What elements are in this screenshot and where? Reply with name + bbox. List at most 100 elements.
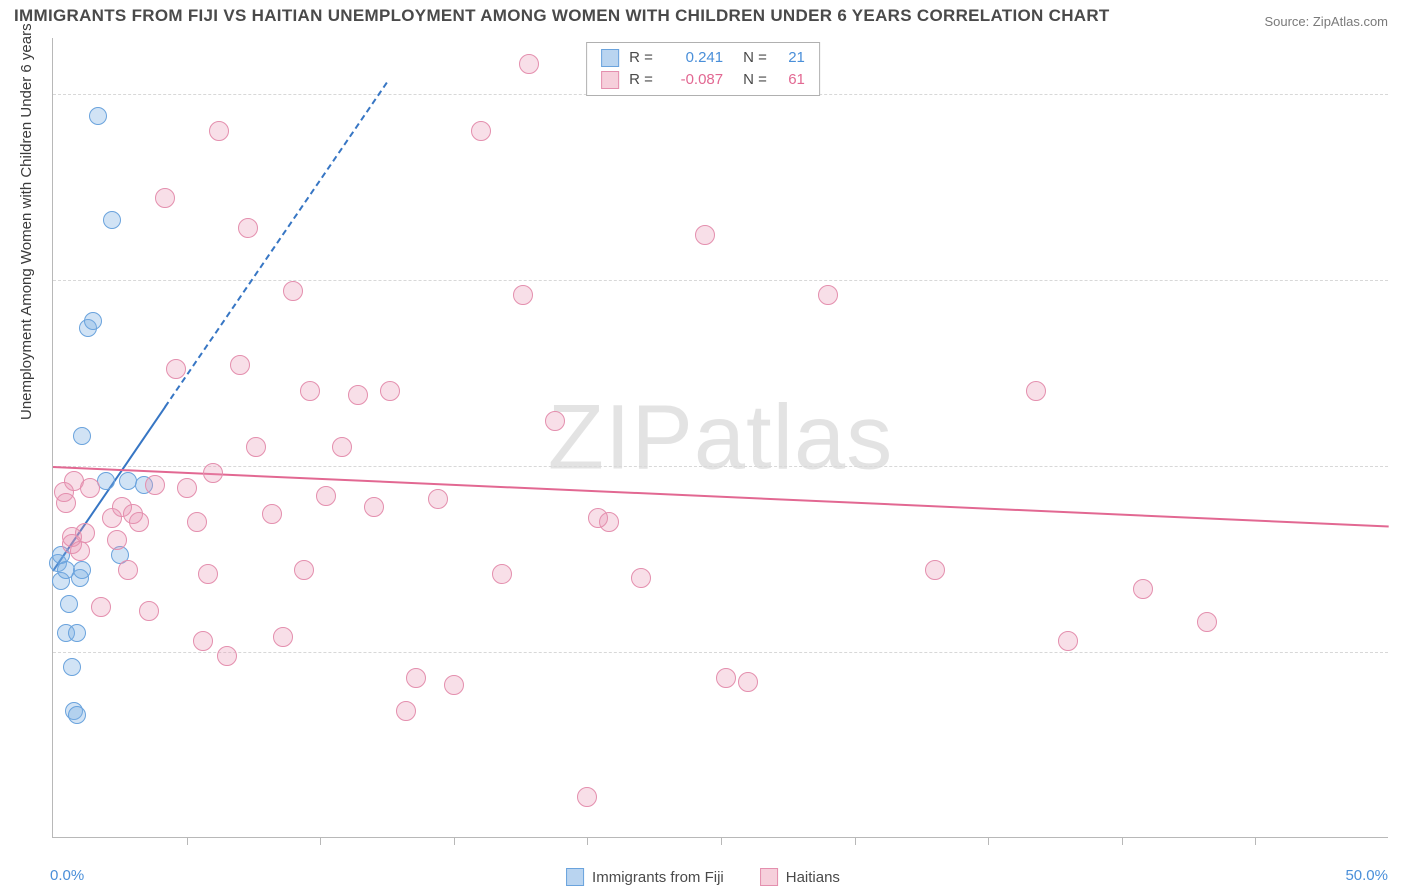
haitians-point (166, 359, 186, 379)
legend-swatch (601, 49, 619, 67)
gridline-h (53, 280, 1388, 281)
haitians-point (70, 541, 90, 561)
chart-title: IMMIGRANTS FROM FIJI VS HAITIAN UNEMPLOY… (14, 6, 1110, 26)
haitians-trendline (53, 466, 1389, 528)
x-axis-max-label: 50.0% (1345, 867, 1388, 884)
haitians-point (198, 564, 218, 584)
legend-r-label: R = (629, 69, 657, 91)
haitians-point (545, 411, 565, 431)
legend-n-value: 61 (777, 69, 805, 91)
haitians-point (230, 355, 250, 375)
haitians-point (396, 701, 416, 721)
haitians-point (1133, 579, 1153, 599)
legend-n-label: N = (743, 47, 767, 69)
gridline-h (53, 652, 1388, 653)
haitians-point (818, 285, 838, 305)
fiji-point (68, 706, 86, 724)
source-attribution: Source: ZipAtlas.com (1264, 14, 1388, 29)
legend-r-value: 0.241 (667, 47, 723, 69)
x-tick (855, 837, 856, 845)
haitians-point (273, 627, 293, 647)
fiji-point (60, 595, 78, 613)
legend-swatch (601, 71, 619, 89)
x-tick (587, 837, 588, 845)
haitians-point (519, 54, 539, 74)
correlation-legend: R = 0.241 N = 21 R = -0.087 N = 61 (586, 42, 820, 96)
fiji-trendline-extrapolated (164, 82, 387, 407)
fiji-point (84, 312, 102, 330)
series-legend: Immigrants from Fiji Haitians (566, 868, 840, 886)
legend-series-label: Haitians (786, 869, 840, 886)
watermark-zip: ZIP (548, 386, 694, 488)
haitians-point (380, 381, 400, 401)
haitians-point (1197, 612, 1217, 632)
fiji-point (103, 211, 121, 229)
legend-r-value: -0.087 (667, 69, 723, 91)
haitians-point (80, 478, 100, 498)
haitians-point (1026, 381, 1046, 401)
legend-swatch (760, 868, 778, 886)
y-tick-label: 20.0% (1394, 85, 1406, 102)
fiji-point (89, 107, 107, 125)
haitians-point (631, 568, 651, 588)
haitians-point (577, 787, 597, 807)
legend-series-label: Immigrants from Fiji (592, 869, 724, 886)
haitians-point (155, 188, 175, 208)
plot-area: ZIPatlas 5.0%10.0%15.0%20.0% (52, 38, 1388, 838)
haitians-point (695, 225, 715, 245)
x-tick (1122, 837, 1123, 845)
legend-series-item: Haitians (760, 868, 840, 886)
haitians-point (75, 523, 95, 543)
haitians-point (129, 512, 149, 532)
legend-n-label: N = (743, 69, 767, 91)
fiji-point (73, 561, 91, 579)
haitians-point (193, 631, 213, 651)
legend-correlation-row: R = -0.087 N = 61 (601, 69, 805, 91)
fiji-point (63, 658, 81, 676)
fiji-point (68, 624, 86, 642)
haitians-point (428, 489, 448, 509)
fiji-point (119, 472, 137, 490)
legend-series-item: Immigrants from Fiji (566, 868, 724, 886)
haitians-point (513, 285, 533, 305)
haitians-point (316, 486, 336, 506)
haitians-point (238, 218, 258, 238)
haitians-point (203, 463, 223, 483)
haitians-point (56, 493, 76, 513)
haitians-point (471, 121, 491, 141)
haitians-point (139, 601, 159, 621)
haitians-point (588, 508, 608, 528)
haitians-point (364, 497, 384, 517)
haitians-point (1058, 631, 1078, 651)
watermark: ZIPatlas (548, 385, 893, 490)
haitians-point (283, 281, 303, 301)
haitians-point (294, 560, 314, 580)
legend-correlation-row: R = 0.241 N = 21 (601, 47, 805, 69)
x-tick (187, 837, 188, 845)
haitians-point (91, 597, 111, 617)
gridline-h (53, 466, 1388, 467)
x-axis-min-label: 0.0% (50, 867, 84, 884)
x-tick (320, 837, 321, 845)
haitians-point (348, 385, 368, 405)
haitians-point (107, 530, 127, 550)
watermark-atlas: atlas (694, 386, 893, 488)
haitians-point (145, 475, 165, 495)
x-tick (454, 837, 455, 845)
x-tick (988, 837, 989, 845)
haitians-point (406, 668, 426, 688)
fiji-point (73, 427, 91, 445)
x-tick (721, 837, 722, 845)
x-tick (1255, 837, 1256, 845)
legend-r-label: R = (629, 47, 657, 69)
legend-n-value: 21 (777, 47, 805, 69)
haitians-point (262, 504, 282, 524)
y-tick-label: 15.0% (1394, 271, 1406, 288)
haitians-point (300, 381, 320, 401)
haitians-point (925, 560, 945, 580)
haitians-point (209, 121, 229, 141)
haitians-point (444, 675, 464, 695)
haitians-point (187, 512, 207, 532)
haitians-point (177, 478, 197, 498)
haitians-point (716, 668, 736, 688)
